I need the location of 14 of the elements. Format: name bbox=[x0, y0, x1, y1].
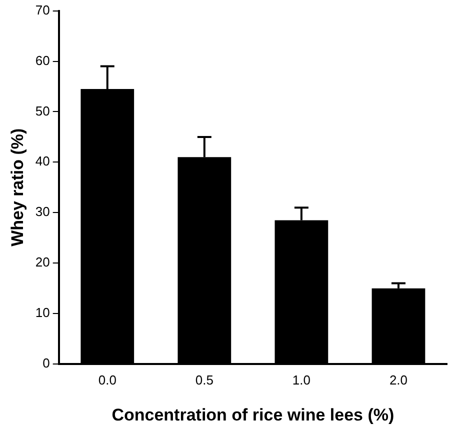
y-tick-label: 60 bbox=[35, 52, 50, 68]
x-tick-label: 1.0 bbox=[292, 372, 310, 388]
y-axis-title: Whey ratio (%) bbox=[8, 128, 27, 246]
x-axis-title: Concentration of rice wine lees (%) bbox=[112, 405, 394, 424]
x-tick-label: 2.0 bbox=[389, 372, 408, 388]
x-tick-label: 0.5 bbox=[195, 372, 214, 388]
x-tick-label: 0.0 bbox=[98, 372, 116, 388]
y-tick-label: 40 bbox=[35, 154, 50, 169]
y-tick-label: 0 bbox=[42, 356, 50, 371]
y-tick-label: 70 bbox=[35, 2, 50, 18]
y-tick-label: 10 bbox=[35, 305, 50, 320]
y-tick-label: 50 bbox=[35, 103, 50, 118]
y-tick-label: 30 bbox=[35, 204, 50, 220]
y-tick-label: 20 bbox=[35, 254, 50, 270]
